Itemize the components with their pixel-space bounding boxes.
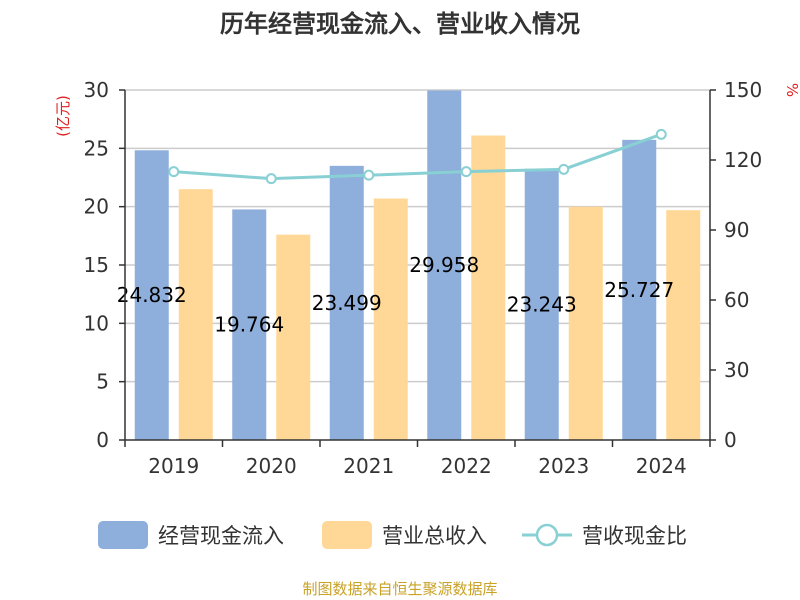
bar-revenue [568, 206, 603, 440]
right-axis-unit: % [783, 83, 800, 97]
bars [134, 90, 701, 441]
ratio-point [363, 169, 375, 181]
bar-revenue [373, 198, 408, 440]
left-tick-label: 10 [84, 311, 109, 335]
bar-revenue [276, 234, 311, 440]
bar-cash-inflow [134, 150, 169, 440]
legend-label: 营收现金比 [582, 524, 687, 548]
right-tick-label: 90 [724, 218, 749, 242]
data-label: 23.499 [312, 291, 382, 315]
chart-title: 历年经营现金流入、营业收入情况 [220, 10, 580, 38]
right-tick-label: 150 [724, 78, 762, 102]
left-tick-label: 20 [84, 195, 109, 219]
bar-cash-inflow [427, 90, 462, 441]
x-tick-label: 2020 [246, 454, 297, 478]
grid-lines [125, 89, 710, 383]
ratio-line [168, 128, 667, 185]
data-source: 制图数据来自恒生聚源数据库 [302, 580, 497, 598]
left-tick-label: 25 [84, 136, 109, 160]
legend-swatch [98, 521, 148, 549]
legend-swatch-marker [535, 523, 559, 547]
ratio-point [558, 163, 570, 175]
ratio-series-line [173, 132, 662, 181]
x-tick-label: 2021 [343, 454, 394, 478]
ratio-point [265, 173, 277, 185]
legend-item: 营收现金比 [522, 523, 687, 548]
left-tick-label: 5 [96, 370, 109, 394]
left-tick-label: 30 [84, 78, 109, 102]
left-tick-label: 15 [84, 253, 109, 277]
ratio-point [460, 166, 472, 178]
bar-cash-inflow [524, 168, 559, 440]
x-tick-label: 2019 [148, 454, 199, 478]
legend-item: 经营现金流入 [98, 521, 284, 549]
data-label: 23.243 [507, 292, 577, 316]
x-tick-label: 2023 [538, 454, 589, 478]
right-tick-label: 60 [724, 288, 749, 312]
ratio-point [655, 128, 667, 140]
x-tick-label: 2022 [441, 454, 492, 478]
bar-revenue [178, 189, 213, 440]
data-label: 25.727 [604, 278, 674, 302]
legend-swatch [322, 521, 372, 549]
ratio-point [168, 166, 180, 178]
x-tick-label: 2024 [636, 454, 687, 478]
data-labels: 24.832 19.764 23.499 29.958 23.243 25.727 [117, 253, 674, 336]
data-label: 19.764 [214, 313, 284, 337]
legend: 经营现金流入 营业总收入 营收现金比 [98, 521, 687, 549]
right-tick-label: 0 [724, 428, 737, 452]
data-label: 24.832 [117, 283, 187, 307]
left-tick-label: 0 [96, 428, 109, 452]
data-label: 29.958 [409, 253, 479, 277]
legend-label: 经营现金流入 [158, 524, 284, 548]
right-tick-label: 30 [724, 358, 749, 382]
axes: 0 5 10 15 20 25 30 0 30 60 90 120 150 2019 2020 2021 202… [84, 78, 763, 478]
legend-label: 营业总收入 [382, 524, 487, 548]
bar-cash-inflow [622, 139, 657, 440]
right-tick-label: 120 [724, 148, 762, 172]
bar-cash-inflow [329, 165, 364, 440]
legend-item: 营业总收入 [322, 521, 487, 549]
bar-cash-inflow [232, 209, 267, 440]
left-axis-unit: (亿元) [54, 95, 72, 137]
bar-revenue [666, 210, 701, 440]
bar-revenue [471, 135, 506, 440]
